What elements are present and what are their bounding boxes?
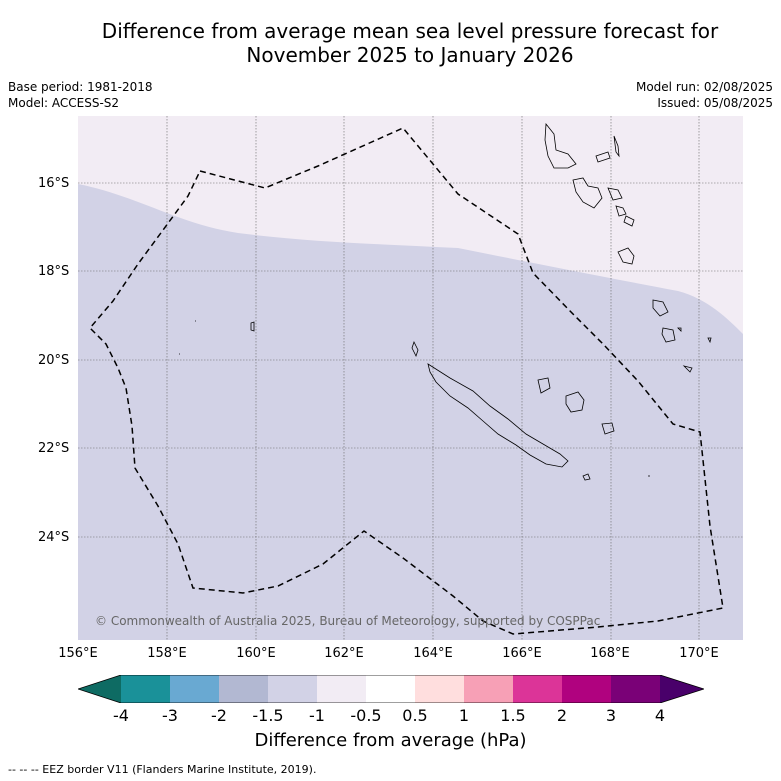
colorbar-swatch-neg2-neg1.5 <box>219 675 268 703</box>
colorbar-swatch-2-3 <box>562 675 611 703</box>
map-canvas <box>78 116 743 640</box>
meta-left: Base period: 1981-2018 Model: ACCESS-S2 <box>8 79 153 111</box>
lon-label-170e: 170°E <box>679 646 719 661</box>
colorbar-tick: -1 <box>309 706 325 725</box>
eez-border <box>88 127 724 635</box>
lon-label-164e: 164°E <box>413 646 453 661</box>
model-run: Model run: 02/08/2025 <box>635 80 773 94</box>
colorbar-swatch-gt-4 <box>660 675 704 703</box>
vanuatu-north-coast <box>544 122 620 169</box>
colorbar-swatch-0.5-1 <box>415 675 464 703</box>
vanuatu-south-coast <box>617 247 712 373</box>
copyright-notice: © Commonwealth of Australia 2025, Bureau… <box>95 614 601 628</box>
meta-right: Model run: 02/08/2025 Issued: 05/08/2025 <box>636 79 773 111</box>
colorbar-swatch-neg1.5-neg1 <box>268 675 317 703</box>
chesterfield-islands <box>179 320 255 355</box>
small-islands <box>648 327 682 477</box>
lat-label-18s: 18°S <box>38 264 70 279</box>
new-caledonia-coast <box>427 363 569 468</box>
belep-coast <box>411 340 419 358</box>
colorbar-tick: 3 <box>605 706 617 725</box>
lon-label-158e: 158°E <box>147 646 187 661</box>
lat-label-20s: 20°S <box>38 353 70 368</box>
eez-footnote: -- -- -- EEZ border V11 (Flanders Marine… <box>8 763 317 776</box>
colorbar-tick: -2 <box>211 706 227 725</box>
colorbar-tick: -3 <box>162 706 178 725</box>
colorbar-tick: 0.5 <box>402 706 428 725</box>
vanuatu-central-coast <box>572 177 635 227</box>
walpole-island <box>582 473 591 481</box>
colorbar-tick: 1 <box>458 706 470 725</box>
colorbar-tick: -1.5 <box>252 706 284 725</box>
colorbar-swatch-lt-neg4 <box>78 675 121 703</box>
title-line-1: Difference from average mean sea level p… <box>101 19 719 43</box>
lat-label-22s: 22°S <box>38 441 70 456</box>
title-line-2: November 2025 to January 2026 <box>246 43 574 67</box>
gridlines <box>78 116 743 640</box>
anomaly-fill-south <box>78 184 743 640</box>
colorbar-swatch-3-4 <box>611 675 660 703</box>
map-title: Difference from average mean sea level p… <box>0 19 781 67</box>
issued-date: Issued: 05/08/2025 <box>657 96 773 110</box>
colorbar-swatch-neg4-neg3 <box>121 675 170 703</box>
lon-label-156e: 156°E <box>58 646 98 661</box>
map-panel <box>78 116 743 640</box>
colorbar-tick: 2 <box>556 706 568 725</box>
lat-label-24s: 24°S <box>38 530 70 545</box>
lon-label-166e: 166°E <box>502 646 542 661</box>
lat-label-16s: 16°S <box>38 176 70 191</box>
lon-label-162e: 162°E <box>324 646 364 661</box>
colorbar-swatch-neg1-neg0.5 <box>317 675 366 703</box>
colorbar-swatch-1.5-2 <box>513 675 562 703</box>
colorbar-swatch-neg0.5-0.5 <box>366 675 415 703</box>
colorbar-title: Difference from average (hPa) <box>254 730 527 751</box>
colorbar-tick: 4 <box>654 706 666 725</box>
model-name: Model: ACCESS-S2 <box>8 96 120 110</box>
colorbar-tick: -4 <box>113 706 129 725</box>
colorbar <box>78 675 704 703</box>
colorbar-tick: 1.5 <box>500 706 526 725</box>
lon-label-160e: 160°E <box>236 646 276 661</box>
lon-label-168e: 168°E <box>590 646 630 661</box>
colorbar-tick: -0.5 <box>350 706 382 725</box>
base-period: Base period: 1981-2018 <box>8 80 153 94</box>
colorbar-swatch-neg3-neg2 <box>170 675 219 703</box>
coastlines <box>179 122 712 481</box>
colorbar-swatch-1-1.5 <box>464 675 513 703</box>
loyalty-islands-coast <box>537 377 615 435</box>
